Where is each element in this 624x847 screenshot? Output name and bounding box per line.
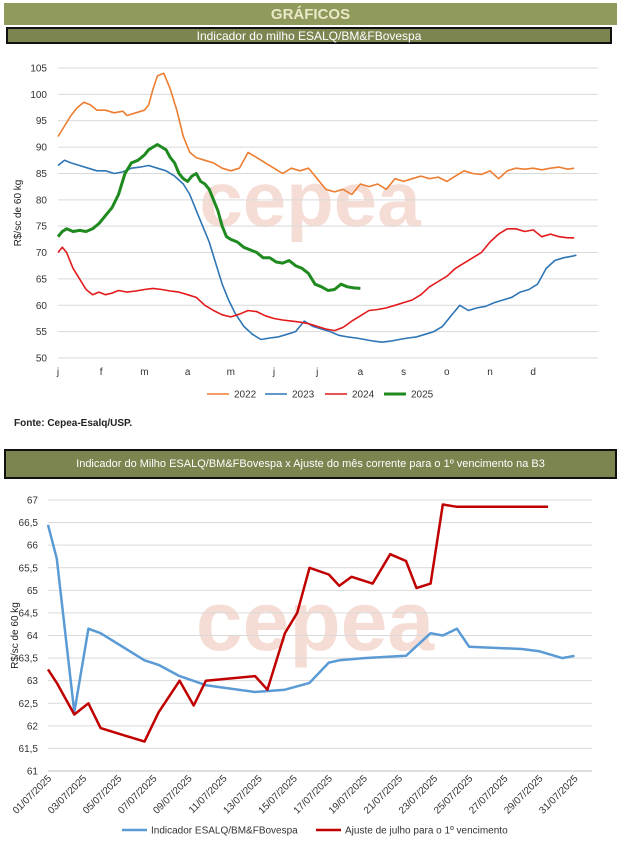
series-line-2024 [57, 228, 575, 332]
x-tick-label: s [401, 367, 406, 378]
chart2-svg: cepea 61 61,5 62 62,5 63 63,5 64 64,5 65 65,5 66 66,… [10, 496, 592, 837]
y-tick-label: 63 [27, 676, 39, 687]
y-tick-label: 65 [27, 586, 39, 597]
y-tick-label: 62 [27, 721, 39, 732]
y-tick-label: 100 [30, 90, 47, 101]
y-tick-label: 66 [27, 541, 39, 552]
chart1-title-bar: Indicador do milho ESALQ/BM&FBovespa [6, 27, 612, 44]
legend-label-2024: 2024 [352, 390, 375, 401]
y-tick-label: 64 [27, 631, 39, 642]
series-line-2025 [56, 143, 361, 292]
series-line-indicador [46, 524, 575, 714]
y-tick-label: 62,5 [19, 699, 39, 710]
x-tick-label: n [487, 367, 493, 378]
y-tick-label: 55 [36, 327, 48, 338]
chart1-svg: cepea 50 55 60 65 70 75 80 85 90 95 100 105 j f m a m j j a s… [13, 64, 598, 401]
section-title: GRÁFICOS [270, 5, 351, 23]
x-tick-label: f [100, 367, 103, 378]
x-tick-label: j [272, 367, 275, 378]
legend-label-2023: 2023 [292, 390, 315, 401]
x-tick-label: j [56, 367, 59, 378]
y-tick-label: 60 [36, 301, 48, 312]
y-axis-label: R$/sc de 60 kg [10, 602, 21, 669]
legend-label: Ajuste de julho para o 1º vencimento [345, 826, 508, 837]
watermark: cepea [199, 155, 421, 243]
y-tick-label: 95 [36, 116, 48, 127]
watermark: cepea [196, 574, 435, 668]
x-tick-label: j [315, 367, 318, 378]
y-tick-label: 66,5 [19, 518, 39, 529]
x-tick-label: a [358, 367, 364, 378]
chart1-title: Indicador do milho ESALQ/BM&FBovespa [196, 28, 422, 43]
source-note: Fonte: Cepea-Esalq/USP. [14, 418, 133, 429]
x-tick-label: o [444, 367, 450, 378]
y-tick-label: 64,5 [19, 608, 39, 619]
y-tick-label: 61 [27, 767, 39, 778]
y-tick-label: 80 [36, 195, 48, 206]
y-tick-label: 65,5 [19, 563, 39, 574]
legend-label-2025: 2025 [411, 390, 434, 401]
x-tick-label: d [530, 367, 536, 378]
x-tick-label: a [185, 367, 191, 378]
series-line-ajuste [46, 503, 549, 743]
y-axis-label: R$/sc de 60 kg [13, 180, 24, 247]
y-tick-label: 85 [36, 169, 48, 180]
y-tick-label: 75 [36, 222, 48, 233]
x-tick-label: m [227, 367, 235, 378]
legend-label: Indicador ESALQ/BM&FBovespa [151, 826, 298, 837]
y-tick-label: 70 [36, 248, 48, 259]
x-tick-label: m [140, 367, 148, 378]
chart2-title-bar: Indicador do Milho ESALQ/BM&FBovespa x A… [4, 449, 617, 479]
y-tick-label: 63,5 [19, 654, 39, 665]
legend-label-2022: 2022 [234, 390, 257, 401]
y-tick-label: 105 [30, 64, 47, 75]
section-banner: GRÁFICOS [4, 3, 617, 25]
y-tick-label: 65 [36, 274, 48, 285]
y-tick-label: 67 [27, 496, 39, 507]
series-line-2022 [57, 72, 575, 196]
chart2-title: Indicador do Milho ESALQ/BM&FBovespa x A… [76, 458, 545, 470]
y-tick-label: 50 [36, 354, 48, 365]
y-tick-label: 90 [36, 143, 48, 154]
y-tick-label: 61,5 [19, 744, 39, 755]
